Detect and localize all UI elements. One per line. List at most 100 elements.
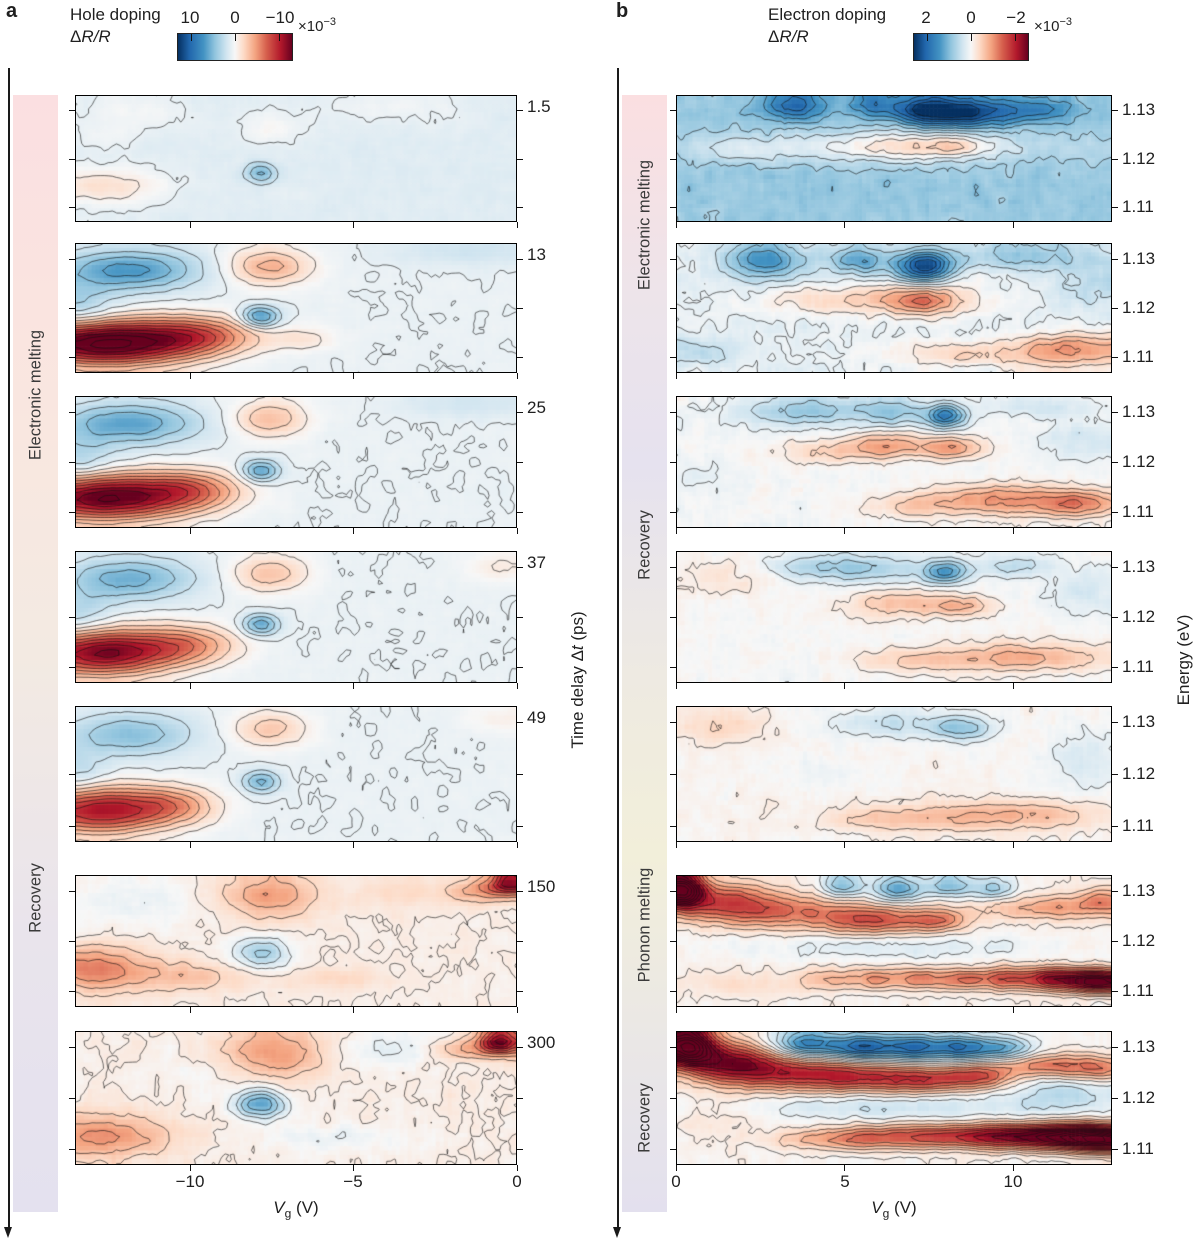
axis-tick-mark xyxy=(1112,1149,1118,1150)
time-delay-label: 37 xyxy=(527,553,546,572)
axis-tick-mark xyxy=(517,1007,518,1013)
contour-plot-a-7 xyxy=(75,1031,517,1165)
axis-tick-mark xyxy=(670,207,676,208)
axis-tick-mark xyxy=(844,1007,845,1013)
xtick-a: −10 xyxy=(175,1172,205,1191)
axis-tick-mark xyxy=(844,373,845,379)
contour-plot-a-3 xyxy=(75,396,517,528)
axis-tick-mark xyxy=(1112,941,1118,942)
contour-plot-b-2 xyxy=(676,243,1112,373)
contour-canvas xyxy=(677,96,1111,221)
axis-tick-mark xyxy=(69,826,75,827)
axis-tick-mark xyxy=(670,1098,676,1099)
axis-tick-mark xyxy=(844,528,845,534)
axis-tick-mark xyxy=(1112,991,1118,992)
axis-tick-mark xyxy=(1112,617,1118,618)
axis-tick-mark xyxy=(517,512,523,513)
contour-canvas xyxy=(76,96,516,221)
axis-tick-mark xyxy=(517,308,523,309)
axis-tick-mark xyxy=(190,528,191,534)
colorbar-b-tick-label: 0 xyxy=(966,8,976,27)
axis-tick-mark xyxy=(69,667,75,668)
axis-tick-mark xyxy=(517,207,523,208)
contour-plot-b-6 xyxy=(676,875,1112,1007)
axis-tick-mark xyxy=(670,567,676,568)
energy-tick-label: 1.11 xyxy=(1122,657,1154,677)
energy-tick-label: 1.11 xyxy=(1122,815,1154,835)
axis-tick-mark xyxy=(1112,826,1118,827)
time-delay-axis-label: Time delay Δt (ps) xyxy=(568,611,587,749)
axis-tick-mark xyxy=(517,667,523,668)
axis-tick-mark xyxy=(1112,567,1118,568)
axis-tick-mark xyxy=(676,528,677,534)
axis-tick-mark xyxy=(844,222,845,228)
axis-tick-mark xyxy=(517,941,523,942)
axis-tick-mark xyxy=(670,412,676,413)
axis-tick-mark xyxy=(1112,512,1118,513)
colorbar-tick-mark xyxy=(235,34,236,41)
axis-tick-mark xyxy=(517,1149,523,1150)
contour-plot-b-7 xyxy=(676,1031,1112,1165)
time-delay-label: 13 xyxy=(527,245,546,264)
contour-canvas xyxy=(677,707,1111,841)
energy-tick-label: 1.12 xyxy=(1122,1088,1156,1107)
contour-canvas xyxy=(677,876,1111,1006)
axis-tick-mark xyxy=(190,222,191,228)
axis-tick-mark xyxy=(844,683,845,689)
energy-tick-label: 1.11 xyxy=(1122,1138,1154,1158)
axis-tick-mark xyxy=(676,1165,677,1171)
contour-plot-a-6 xyxy=(75,875,517,1007)
axis-tick-mark xyxy=(517,528,518,534)
energy-tick-label: 1.11 xyxy=(1122,196,1154,216)
time-arrow-b-head xyxy=(613,1227,621,1238)
energy-tick-label: 1.11 xyxy=(1122,347,1154,367)
axis-tick-mark xyxy=(69,159,75,160)
panel-b-label: b xyxy=(616,0,629,22)
axis-tick-mark xyxy=(69,110,75,111)
axis-tick-mark xyxy=(353,373,354,379)
xtick-b: 10 xyxy=(1003,1172,1023,1191)
axis-tick-mark xyxy=(353,528,354,534)
energy-tick-label: 1.13 xyxy=(1122,100,1156,120)
colorbar-tick-mark xyxy=(191,34,193,41)
phase-bar-electron xyxy=(622,95,667,1212)
energy-tick-label: 1.12 xyxy=(1122,764,1156,783)
axis-tick-mark xyxy=(1013,1165,1014,1171)
axis-tick-mark xyxy=(517,1047,523,1048)
contour-plot-a-2 xyxy=(75,243,517,373)
axis-tick-mark xyxy=(517,617,523,618)
energy-tick-label: 1.11 xyxy=(1122,502,1154,522)
axis-tick-mark xyxy=(69,774,75,775)
energy-tick-label: 1.13 xyxy=(1122,248,1156,268)
axis-tick-mark xyxy=(69,941,75,942)
axis-tick-mark xyxy=(670,159,676,160)
axis-tick-mark xyxy=(69,412,75,413)
time-delay-label: 1.5 xyxy=(527,97,551,116)
axis-tick-mark xyxy=(190,1007,191,1013)
time-arrow-a-head xyxy=(4,1227,12,1238)
axis-tick-mark xyxy=(670,774,676,775)
axis-tick-mark xyxy=(517,412,523,413)
axis-tick-mark xyxy=(69,512,75,513)
axis-tick-mark xyxy=(517,891,523,892)
axis-tick-mark xyxy=(69,1098,75,1099)
axis-tick-mark xyxy=(517,357,523,358)
energy-axis-label: Energy (eV) xyxy=(1174,614,1193,706)
contour-canvas xyxy=(76,707,516,841)
contour-plot-a-5 xyxy=(75,706,517,842)
axis-tick-mark xyxy=(190,1165,191,1171)
energy-tick-label: 1.13 xyxy=(1122,556,1156,576)
axis-tick-mark xyxy=(517,110,523,111)
contour-canvas xyxy=(76,244,516,372)
phase-bar-hole xyxy=(13,95,58,1212)
axis-tick-mark xyxy=(69,207,75,208)
axis-tick-mark xyxy=(190,842,191,848)
colorbar-hole-doping xyxy=(177,33,293,61)
axis-tick-mark xyxy=(1112,259,1118,260)
axis-tick-mark xyxy=(69,991,75,992)
contour-plot-b-5 xyxy=(676,706,1112,842)
axis-tick-mark xyxy=(1112,462,1118,463)
contour-plot-a-4 xyxy=(75,551,517,683)
axis-tick-mark xyxy=(353,222,354,228)
